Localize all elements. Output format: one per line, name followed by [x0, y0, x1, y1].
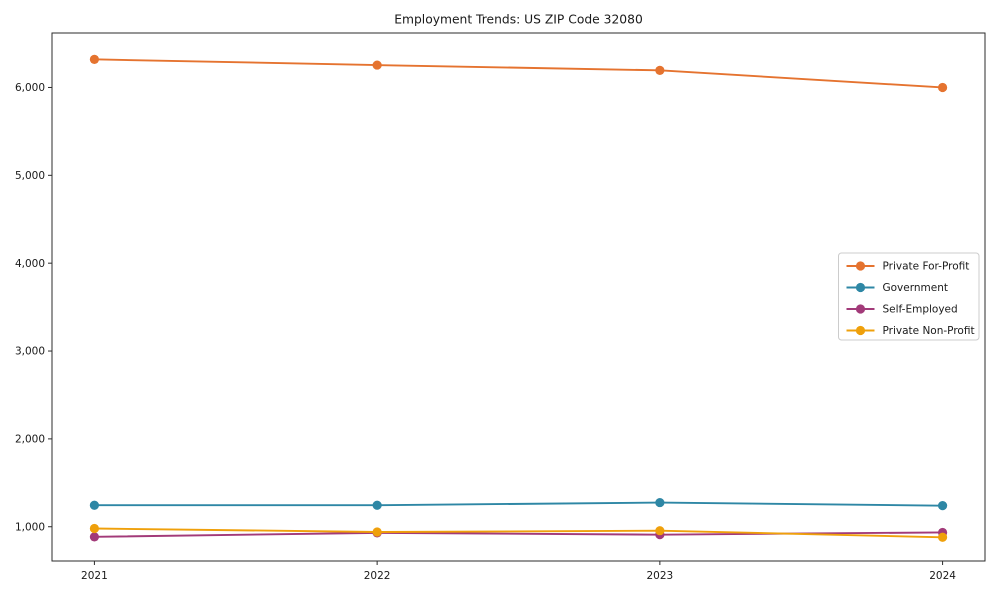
- y-tick-label: 2,000: [15, 434, 45, 446]
- series-line-private-non-profit: [94, 527, 943, 539]
- data-point-government-2023: [655, 497, 665, 508]
- legend-item-government: Government: [846, 282, 948, 294]
- legend-item-private-for-profit: Private For-Profit: [846, 261, 970, 273]
- x-tick-label: 2021: [81, 570, 108, 582]
- data-point-government-2024: [937, 501, 948, 511]
- legend-item-private-non-profit: Private Non-Profit: [846, 325, 975, 337]
- data-point-private-non-profit-2024: [937, 532, 948, 542]
- data-point-government-2022: [372, 500, 382, 510]
- series-line-government: [94, 501, 943, 507]
- data-point-private-non-profit-2022: [372, 527, 382, 537]
- y-tick-label: 3,000: [15, 346, 45, 358]
- data-point-government-2021: [89, 500, 100, 510]
- legend-label: Self-Employed: [883, 304, 958, 316]
- plot-border: [51, 32, 986, 562]
- legend-label: Private For-Profit: [883, 261, 970, 273]
- legend-label: Government: [883, 282, 948, 294]
- data-point-private-non-profit-2021: [89, 523, 100, 534]
- data-point-private-non-profit-2023: [655, 526, 665, 536]
- x-tick-label: 2022: [364, 570, 391, 582]
- y-tick-label: 4,000: [15, 258, 45, 270]
- y-tick-label: 6,000: [15, 82, 45, 94]
- data-point-private-for-profit-2021: [89, 54, 100, 64]
- legend-item-self-employed: Self-Employed: [846, 304, 958, 316]
- data-point-self-employed-2021: [89, 532, 100, 542]
- legend-marker-dot: [855, 325, 866, 336]
- data-point-private-for-profit-2024: [937, 82, 948, 93]
- x-tick-label: 2024: [929, 570, 956, 582]
- series-line-private-for-profit: [94, 58, 943, 89]
- data-point-private-for-profit-2023: [655, 65, 665, 75]
- y-tick-label: 1,000: [15, 521, 45, 533]
- legend-marker-dot: [855, 282, 866, 293]
- data-point-private-for-profit-2022: [372, 60, 382, 70]
- legend-box: [838, 252, 980, 341]
- y-tick-label: 5,000: [15, 170, 45, 182]
- legend-marker-dot: [855, 304, 866, 314]
- x-tick-label: 2023: [646, 570, 673, 582]
- chart-title: Employment Trends: US ZIP Code 32080: [394, 13, 643, 27]
- legend-label: Private Non-Profit: [883, 325, 975, 337]
- legend-marker-dot: [855, 261, 866, 271]
